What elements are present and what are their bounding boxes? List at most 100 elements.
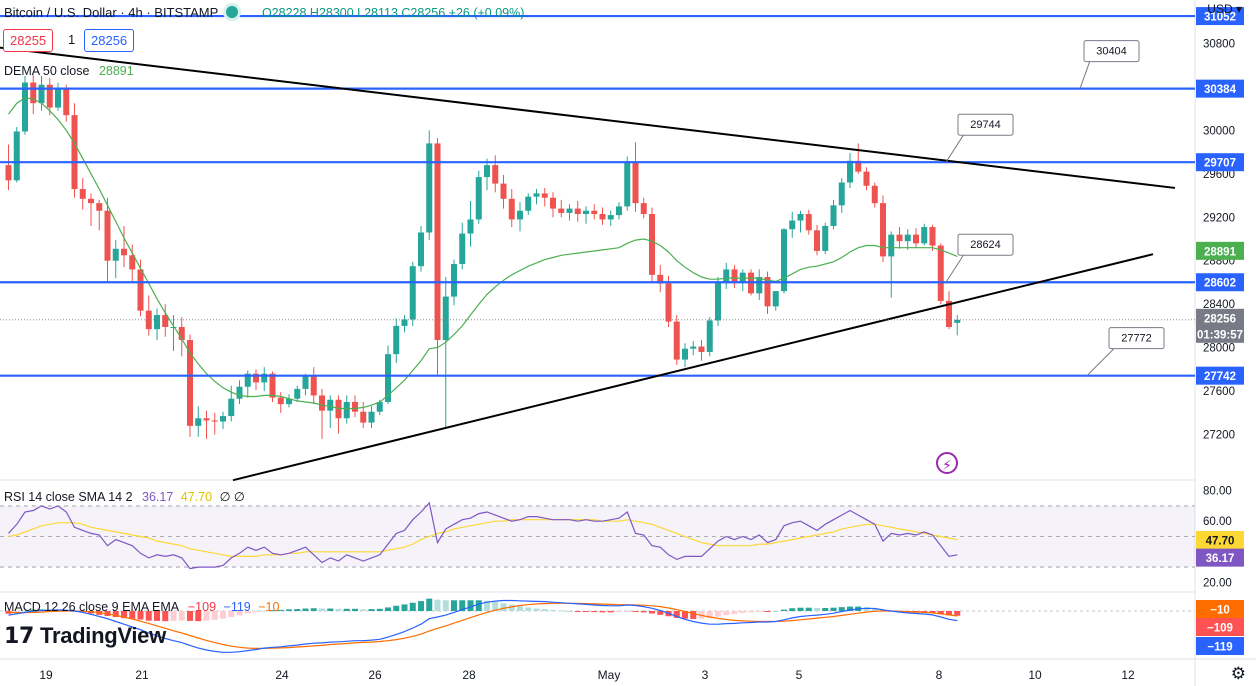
candle-body	[723, 269, 730, 283]
dema-line	[8, 97, 958, 410]
macd-badge	[1196, 637, 1244, 655]
macd-histogram-bar	[475, 600, 482, 611]
macd-histogram-bar	[599, 611, 606, 613]
rsi-sma-value: 47.70	[180, 490, 213, 504]
rsi-tick-label: 60.00	[1203, 516, 1232, 528]
macd-histogram-bar	[937, 611, 944, 615]
macd-histogram-bar	[558, 610, 565, 612]
rsi-tick-label: 80.00	[1203, 486, 1232, 498]
macd-histogram-bar	[137, 611, 144, 620]
candle-body	[550, 197, 556, 209]
candle-body	[137, 269, 144, 311]
market-status-icon[interactable]	[226, 6, 239, 18]
candle-body	[154, 315, 160, 330]
quantity-field[interactable]: 1	[62, 29, 82, 50]
time-tick-label: 21	[135, 668, 149, 682]
macd-histogram-bar	[731, 611, 738, 615]
candle-body	[236, 386, 243, 399]
sell-button[interactable]: 28255	[3, 29, 54, 52]
macd-badge	[1196, 618, 1244, 636]
time-tick-label: 24	[275, 668, 289, 682]
candle-body	[195, 418, 202, 426]
candle-body	[756, 277, 763, 294]
candle-body	[162, 315, 169, 327]
price-badge	[1196, 308, 1244, 327]
candle-body	[145, 310, 152, 330]
macd-histogram-bar	[154, 611, 160, 621]
macd-histogram-bar	[261, 610, 268, 612]
candle-body	[30, 82, 37, 104]
macd-histogram-bar	[723, 611, 730, 616]
macd-histogram-bar	[178, 611, 185, 621]
candle-body	[253, 373, 259, 383]
buy-button[interactable]: 28256	[84, 29, 135, 52]
macd-histogram-bar	[822, 607, 829, 611]
price-badge	[1196, 241, 1244, 260]
macd-histogram-bar	[583, 611, 589, 612]
rsi-value: 36.17	[142, 490, 174, 504]
dema-legend[interactable]: DEMA 50 close 28891	[4, 64, 134, 78]
candle-body	[657, 274, 664, 284]
candle-body	[838, 182, 845, 206]
gear-icon[interactable]: ⚙	[1230, 664, 1246, 683]
candle-body	[533, 193, 540, 197]
candle-body	[112, 248, 119, 261]
rsi-badge-label: 36.17	[1206, 553, 1235, 565]
price-badge-label: 01:39:57	[1197, 329, 1243, 341]
macd-histogram-bar	[13, 611, 20, 613]
macd-histogram-bar	[409, 602, 416, 611]
candle-body	[921, 227, 928, 244]
price-tick-label: 29600	[1203, 169, 1235, 181]
candle-body	[310, 375, 317, 396]
candle-body	[385, 354, 391, 402]
dema-label: DEMA 50 close	[4, 64, 90, 78]
macd-badge-label: −119	[1207, 642, 1232, 654]
candle-body	[104, 210, 111, 261]
time-tick-label: 3	[702, 668, 709, 682]
candle-body	[863, 171, 870, 186]
macd-histogram-bar	[492, 601, 499, 611]
candle-body	[665, 283, 672, 322]
time-tick-label: 10	[1028, 668, 1042, 682]
candle-body	[22, 82, 28, 132]
macd-histogram-bar	[310, 608, 317, 611]
candle-body	[913, 234, 919, 244]
indicator-panels	[0, 501, 1195, 653]
candle-body	[805, 214, 812, 231]
currency-selector[interactable]: USD ▾	[1207, 2, 1242, 16]
candle-body	[401, 319, 408, 326]
candle-body	[855, 160, 862, 172]
macd-legend[interactable]: MACD 12 26 close 9 EMA EMA −109 −119 −10	[4, 600, 279, 614]
candle-body	[706, 320, 713, 352]
price-tick-label: 27200	[1203, 430, 1235, 442]
macd-histogram-bar	[327, 608, 334, 611]
macd-histogram-bar	[533, 608, 540, 611]
macd-histogram-bar	[129, 611, 136, 619]
callout-label: 28624	[970, 239, 1001, 251]
candle-body	[508, 198, 515, 220]
symbol-title[interactable]: Bitcoin / U.S. Dollar · 4h · BITSTAMP	[4, 5, 219, 20]
macd-histogram-bar	[756, 611, 763, 612]
tv-logo-icon: 𝟭𝟳	[4, 623, 35, 648]
macd-line	[8, 599, 958, 653]
candle-body	[797, 214, 804, 221]
macd-histogram-bar	[393, 605, 400, 611]
candle-body	[96, 203, 103, 211]
price-tick-label: 28400	[1203, 299, 1235, 311]
candle-body	[492, 165, 499, 184]
candle-body	[500, 183, 507, 199]
candle-body	[937, 245, 944, 301]
time-tick-label: 5	[796, 668, 803, 682]
macd-histogram-bar	[847, 606, 853, 611]
macd-histogram-bar	[187, 611, 193, 621]
macd-histogram-bar	[195, 611, 202, 622]
macd-histogram-bar	[220, 611, 226, 619]
candle-body	[244, 373, 251, 387]
rsi-empty-values: ∅ ∅	[219, 490, 245, 504]
lightning-icon[interactable]: ⚡	[936, 452, 958, 474]
rsi-legend[interactable]: RSI 14 close SMA 14 2 36.17 47.70 ∅ ∅	[4, 489, 245, 504]
candles	[5, 74, 961, 439]
price-tick-label: 28000	[1203, 343, 1235, 355]
candle-body	[731, 269, 738, 283]
